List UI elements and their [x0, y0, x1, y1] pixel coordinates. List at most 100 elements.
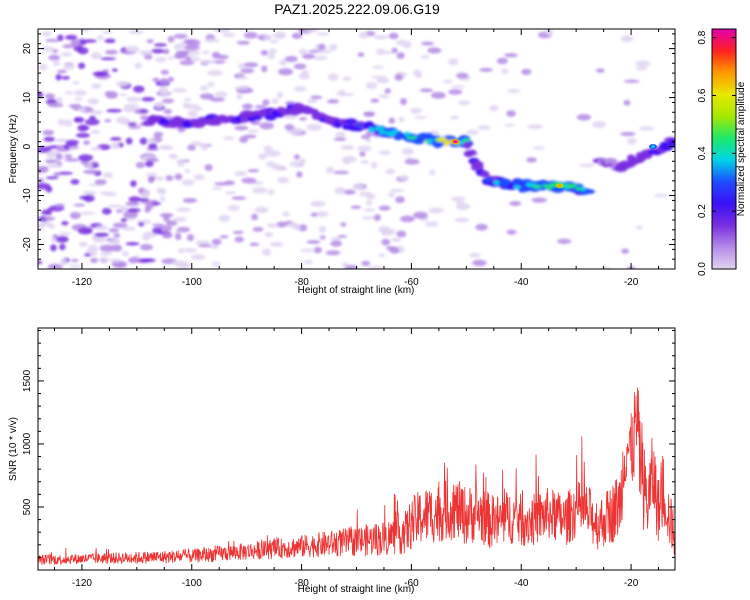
heatmap-noise-blob	[73, 203, 86, 207]
heatmap-y-tick-label: -10	[22, 188, 33, 203]
heatmap-noise-blob	[185, 56, 192, 61]
colorbar-tick-label: 0.8	[697, 30, 708, 44]
heatmap-noise-blob	[360, 160, 370, 164]
heatmap-noise-blob	[41, 209, 49, 215]
heatmap-y-tick-label: 0	[22, 143, 33, 149]
heatmap-noise-blob	[310, 212, 318, 217]
heatmap-noise-blob	[372, 65, 385, 69]
heatmap-noise-blob	[224, 191, 237, 195]
heatmap-noise-blob	[262, 248, 272, 256]
heatmap-noise-blob	[58, 232, 72, 236]
heatmap-x-tick-label: -60	[404, 277, 419, 288]
heatmap-noise-blob	[327, 99, 339, 104]
heatmap-ridge-core	[408, 133, 415, 137]
heatmap-noise-blob	[639, 126, 655, 131]
heatmap-noise-blob	[154, 101, 165, 109]
heatmap-noise-blob	[139, 109, 148, 113]
heatmap-noise-blob	[263, 145, 273, 153]
heatmap-noise-blob	[63, 119, 73, 127]
heatmap-noise-blob	[127, 122, 137, 126]
heatmap-noise-blob	[358, 191, 373, 197]
heatmap-ridge-core	[374, 126, 385, 131]
heatmap-noise-blob	[64, 34, 78, 41]
heatmap-noise-blob	[78, 154, 94, 162]
heatmap-noise-blob	[69, 211, 81, 220]
heatmap-ridge-core	[493, 180, 500, 186]
heatmap-noise-blob	[352, 183, 364, 190]
heatmap-x-ticks: -120 -100 -80 -60 -40 -20	[53, 29, 660, 288]
heatmap-noise-blob	[57, 171, 74, 175]
heatmap-noise-blob	[153, 43, 168, 47]
heatmap-noise-blob	[152, 77, 160, 83]
heatmap-noise-blob	[105, 91, 119, 99]
heatmap-ridge-core	[438, 137, 448, 143]
heatmap-noise-blob	[299, 117, 307, 121]
heatmap-noise-blob	[621, 248, 630, 254]
heatmap-y-ticks: -20 -10 0 10 20	[22, 33, 675, 270]
heatmap-noise-blob	[176, 159, 186, 165]
heatmap-noise-blob	[193, 174, 205, 181]
heatmap-noise-blob	[111, 68, 118, 72]
heatmap-noise-blob	[64, 91, 74, 95]
heatmap-noise-blob	[179, 42, 186, 49]
heatmap-noise-blob	[182, 197, 198, 204]
heatmap-noise-blob	[363, 208, 376, 212]
heatmap-noise-blob	[52, 61, 61, 66]
heatmap-noise-blob	[113, 233, 121, 238]
colorbar-tick-label: 0.6	[697, 88, 708, 102]
heatmap-noise-blob	[44, 93, 55, 100]
heatmap-noise-blob	[218, 214, 231, 222]
heatmap-noise-blob	[227, 204, 240, 212]
heatmap-noise-blob	[527, 124, 543, 130]
heatmap-noise-blob	[243, 31, 258, 39]
heatmap-noise-blob	[99, 244, 115, 252]
heatmap-noise-blob	[125, 45, 140, 53]
figure-title: PAZ1.2025.222.09.06.G19	[274, 1, 440, 17]
heatmap-noise-blob	[357, 145, 372, 152]
heatmap-noise-blob	[60, 52, 73, 57]
heatmap-noise-blob	[620, 35, 634, 42]
heatmap-noise-blob	[291, 32, 303, 39]
heatmap-noise-blob	[161, 98, 175, 104]
heatmap-noise-blob	[318, 225, 327, 233]
heatmap-ridge-blob	[668, 138, 675, 147]
heatmap-noise-blob	[293, 86, 307, 92]
heatmap-noise-blob	[271, 98, 279, 105]
heatmap-noise-blob	[112, 244, 123, 252]
heatmap-noise-blob	[305, 29, 320, 33]
heatmap-noise-blob	[126, 208, 141, 213]
heatmap-ridge-core	[368, 127, 375, 133]
heatmap-noise-blob	[45, 38, 60, 43]
heatmap-noise-blob	[342, 189, 356, 195]
heatmap-x-tick-label: -100	[182, 277, 202, 288]
heatmap-noise-blob	[234, 125, 249, 131]
heatmap-noise-blob	[264, 232, 274, 238]
heatmap-noise-blob	[184, 168, 191, 174]
heatmap-noise-blob	[174, 173, 183, 181]
heatmap-noise-blob	[83, 140, 91, 145]
heatmap-noise-blob	[409, 107, 422, 114]
heatmap-noise-blob	[152, 227, 162, 235]
heatmap-y-label: Frequency (Hz)	[8, 115, 19, 184]
heatmap-noise-blob	[62, 44, 74, 49]
heatmap-noise-blob	[263, 35, 272, 41]
heatmap-noise-blob	[106, 108, 122, 113]
heatmap-noise-blob	[635, 60, 651, 67]
heatmap-noise-blob	[57, 118, 65, 126]
heatmap-noise-blob	[59, 243, 66, 251]
heatmap-noise-blob	[396, 230, 407, 238]
heatmap-noise-blob	[141, 97, 155, 102]
heatmap-noise-blob	[175, 50, 189, 58]
heatmap-noise-blob	[532, 146, 545, 150]
heatmap-noise-blob	[340, 222, 347, 227]
heatmap-peak-center	[453, 140, 458, 143]
heatmap-noise-blob	[138, 222, 145, 227]
heatmap-noise-blob	[63, 63, 75, 70]
heatmap-noise-blob	[247, 169, 260, 173]
heatmap-noise-blob	[261, 65, 268, 73]
heatmap-noise-blob	[307, 99, 318, 104]
heatmap-noise-blob	[238, 63, 246, 69]
heatmap-noise-blob	[342, 76, 352, 81]
heatmap-noise-blob	[38, 177, 44, 183]
heatmap-noise-blob	[557, 238, 572, 244]
